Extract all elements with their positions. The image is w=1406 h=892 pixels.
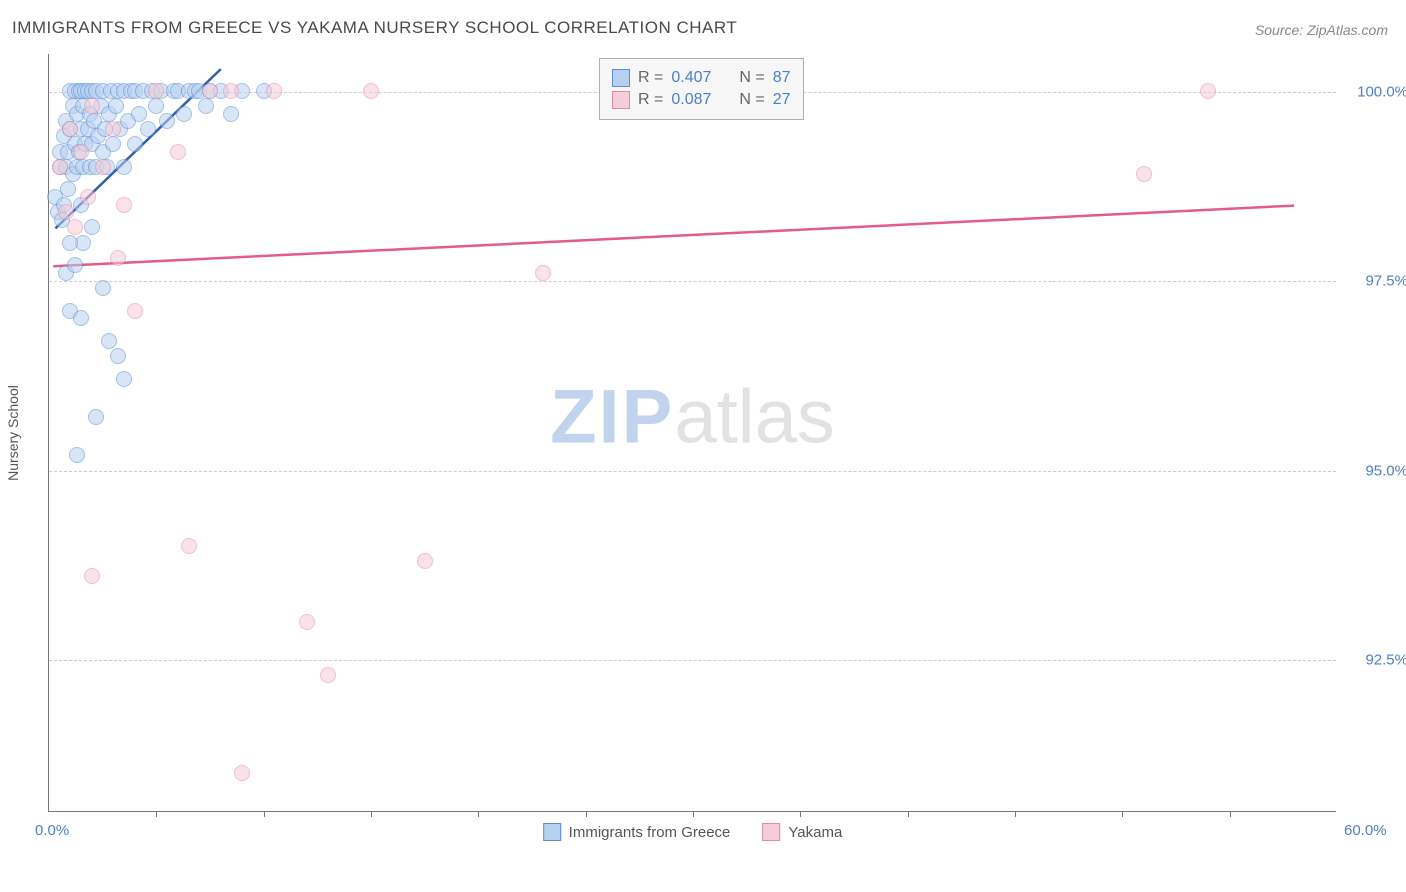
x-tick-mark	[156, 811, 157, 817]
y-tick-label: 92.5%	[1344, 652, 1406, 669]
y-tick-label: 95.0%	[1344, 462, 1406, 479]
scatter-point	[73, 310, 89, 326]
legend-stat-row: R = 0.407 N = 87	[612, 67, 791, 89]
legend-series-name: Immigrants from Greece	[569, 824, 731, 841]
scatter-point	[223, 83, 239, 99]
scatter-point	[67, 257, 83, 273]
scatter-point	[84, 98, 100, 114]
scatter-point	[535, 265, 551, 281]
scatter-point	[62, 235, 78, 251]
scatter-point	[116, 197, 132, 213]
legend-swatch	[543, 823, 561, 841]
scatter-point	[148, 98, 164, 114]
scatter-point	[127, 136, 143, 152]
scatter-point	[363, 83, 379, 99]
y-tick-label: 100.0%	[1344, 83, 1406, 100]
scatter-point	[58, 204, 74, 220]
scatter-point	[84, 219, 100, 235]
scatter-point	[417, 553, 433, 569]
x-axis-min-label: 0.0%	[35, 822, 69, 839]
legend-stats: R = 0.407 N = 87 R = 0.087 N = 27	[599, 58, 804, 120]
legend-r-label: R =	[638, 69, 663, 87]
scatter-point	[116, 159, 132, 175]
scatter-point	[105, 121, 121, 137]
legend-r-label: R =	[638, 91, 663, 109]
x-tick-mark	[1230, 811, 1231, 817]
scatter-point	[320, 667, 336, 683]
legend-n-value: 27	[773, 91, 791, 109]
legend-series-item: Yakama	[762, 823, 842, 841]
scatter-point	[131, 106, 147, 122]
scatter-point	[116, 371, 132, 387]
scatter-point	[52, 159, 68, 175]
scatter-point	[101, 333, 117, 349]
x-tick-mark	[800, 811, 801, 817]
scatter-point	[159, 113, 175, 129]
scatter-point	[266, 83, 282, 99]
scatter-point	[223, 106, 239, 122]
plot-area: Nursery School ZIPatlas 92.5%95.0%97.5%1…	[48, 54, 1336, 812]
legend-swatch	[762, 823, 780, 841]
x-tick-mark	[478, 811, 479, 817]
scatter-point	[80, 189, 96, 205]
y-axis-label: Nursery School	[5, 385, 21, 481]
scatter-point	[105, 136, 121, 152]
scatter-point	[95, 280, 111, 296]
scatter-point	[234, 765, 250, 781]
scatter-point	[140, 121, 156, 137]
scatter-point	[95, 159, 111, 175]
scatter-point	[202, 83, 218, 99]
scatter-point	[62, 121, 78, 137]
legend-stat-row: R = 0.087 N = 27	[612, 89, 791, 111]
x-tick-mark	[908, 811, 909, 817]
x-tick-mark	[1122, 811, 1123, 817]
scatter-point	[110, 250, 126, 266]
scatter-point	[148, 83, 164, 99]
regression-line	[53, 206, 1294, 267]
chart-title: IMMIGRANTS FROM GREECE VS YAKAMA NURSERY…	[12, 18, 737, 38]
legend-series: Immigrants from Greece Yakama	[543, 823, 843, 841]
scatter-point	[84, 568, 100, 584]
scatter-point	[67, 219, 83, 235]
scatter-point	[1200, 83, 1216, 99]
source-attribution: Source: ZipAtlas.com	[1255, 22, 1388, 38]
scatter-point	[88, 409, 104, 425]
scatter-point	[299, 614, 315, 630]
x-tick-mark	[371, 811, 372, 817]
scatter-point	[181, 538, 197, 554]
scatter-point	[108, 98, 124, 114]
legend-series-name: Yakama	[788, 824, 842, 841]
x-axis-max-label: 60.0%	[1344, 822, 1406, 839]
scatter-point	[127, 303, 143, 319]
legend-n-label: N =	[739, 91, 764, 109]
scatter-point	[73, 144, 89, 160]
scatter-point	[170, 144, 186, 160]
legend-r-value: 0.087	[671, 91, 711, 109]
scatter-point	[69, 447, 85, 463]
x-tick-mark	[1015, 811, 1016, 817]
legend-swatch	[612, 91, 630, 109]
legend-swatch	[612, 69, 630, 87]
legend-r-value: 0.407	[671, 69, 711, 87]
x-tick-mark	[693, 811, 694, 817]
scatter-point	[110, 348, 126, 364]
scatter-point	[1136, 166, 1152, 182]
x-tick-mark	[264, 811, 265, 817]
legend-n-value: 87	[773, 69, 791, 87]
scatter-point	[176, 106, 192, 122]
x-tick-mark	[586, 811, 587, 817]
scatter-point	[60, 181, 76, 197]
legend-series-item: Immigrants from Greece	[543, 823, 731, 841]
legend-n-label: N =	[739, 69, 764, 87]
y-tick-label: 97.5%	[1344, 273, 1406, 290]
scatter-point	[198, 98, 214, 114]
